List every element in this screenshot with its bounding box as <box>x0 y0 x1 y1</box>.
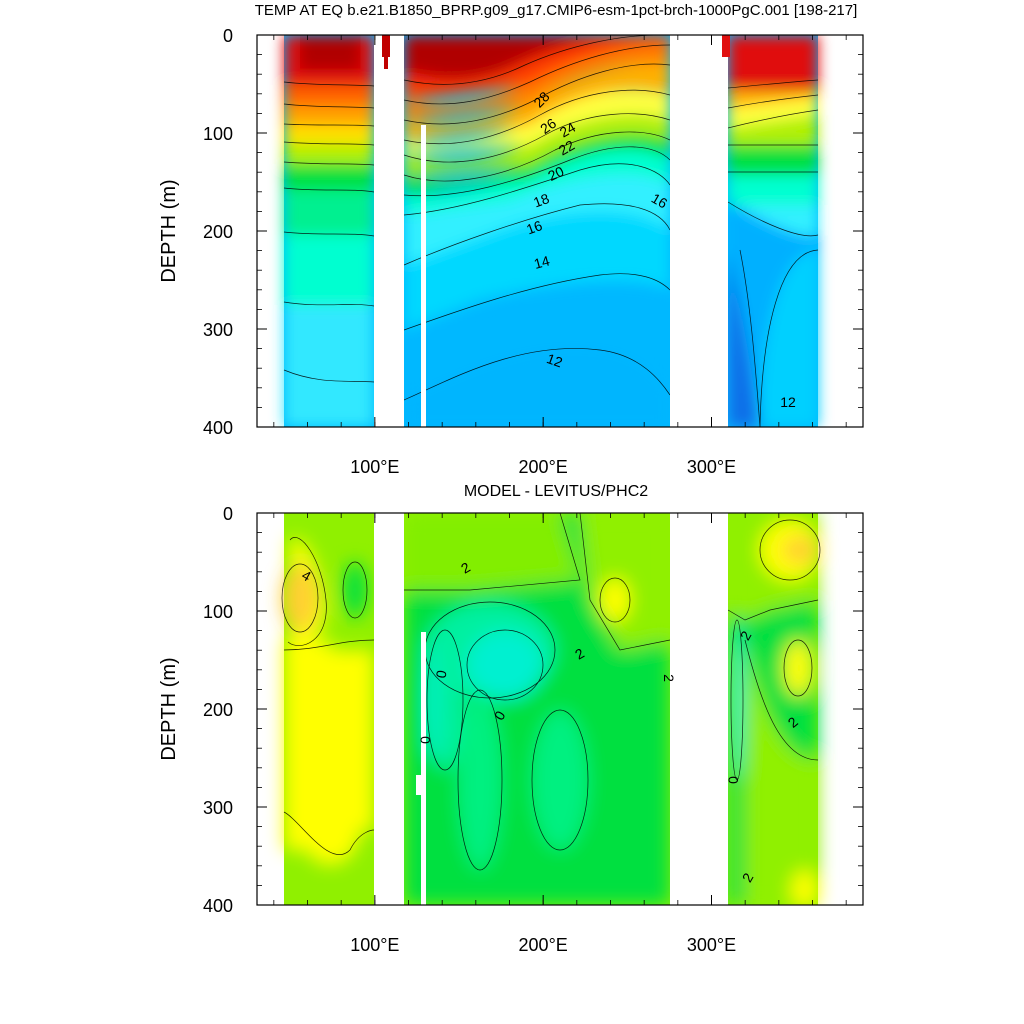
y-tick-label: 300 <box>203 320 233 340</box>
y-tick-label: 100 <box>203 602 233 622</box>
top-contour-labels: 28 26 24 22 20 18 16 16 14 12 12 <box>524 88 796 410</box>
top-panel: TEMP AT EQ b.e21.B1850_BPRP.g09_g17.CMIP… <box>158 2 864 477</box>
x-tick-label: 100°E <box>350 457 399 477</box>
y-tick-label: 100 <box>203 124 233 144</box>
contour-label: 16 <box>524 217 544 237</box>
contour-label: 0 <box>417 736 433 744</box>
top-panel-title: TEMP AT EQ b.e21.B1850_BPRP.g09_g17.CMIP… <box>255 2 858 19</box>
top-panel-field <box>283 35 819 427</box>
y-tick-label: 400 <box>203 418 233 438</box>
contour-label: 0 <box>433 669 450 680</box>
contour-label: 18 <box>531 190 551 210</box>
y-tick-label: 0 <box>223 504 233 524</box>
x-tick-label: 100°E <box>350 935 399 955</box>
contour-label: 16 <box>649 190 671 212</box>
contour-label: 2 <box>661 674 677 682</box>
x-tick-label: 300°E <box>687 935 736 955</box>
x-tick-label: 200°E <box>519 457 568 477</box>
y-tick-label: 0 <box>223 26 233 46</box>
bottom-panel: MODEL - LEVITUS/PHC2 <box>158 483 864 955</box>
bottom-panel-title: MODEL - LEVITUS/PHC2 <box>464 483 648 500</box>
contour-label: 12 <box>545 350 565 370</box>
contour-label: 14 <box>532 252 551 272</box>
contour-label: 20 <box>545 163 566 184</box>
y-tick-label: 200 <box>203 700 233 720</box>
contour-label: 0 <box>725 776 741 784</box>
x-tick-label: 300°E <box>687 457 736 477</box>
y-tick-label: 200 <box>203 222 233 242</box>
contour-label: 24 <box>557 119 579 141</box>
bottom-panel-field <box>281 513 821 905</box>
y-tick-label: 300 <box>203 798 233 818</box>
bottom-panel-ylabel: DEPTH (m) <box>158 657 180 760</box>
y-tick-label: 400 <box>203 896 233 916</box>
contour-label: 22 <box>556 137 578 159</box>
top-panel-ylabel: DEPTH (m) <box>158 179 180 282</box>
contour-label: 12 <box>780 394 796 410</box>
x-tick-label: 200°E <box>519 935 568 955</box>
top-panel-axes: 0 100 200 300 400 100°E 200°E 300°E <box>203 26 863 477</box>
